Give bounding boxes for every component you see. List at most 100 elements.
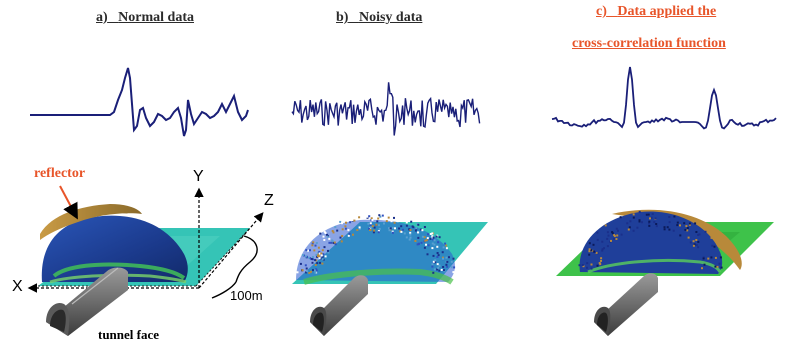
noise-speck	[431, 232, 434, 235]
noise-speck	[655, 223, 658, 225]
noise-speck	[321, 249, 324, 252]
noise-speck	[436, 263, 439, 266]
noise-speck	[368, 227, 371, 230]
noise-speck	[617, 229, 619, 232]
noise-speck	[305, 249, 308, 252]
noise-speck	[318, 252, 321, 255]
noise-speck	[710, 256, 713, 259]
noise-speck	[391, 231, 394, 234]
noise-speck	[684, 228, 687, 231]
noise-speck	[417, 231, 419, 234]
noise-speck	[711, 244, 714, 247]
noise-speck	[432, 260, 435, 263]
title-cross-correlation-line1: c) Data applied the	[596, 4, 716, 20]
noise-speck	[405, 224, 408, 227]
noise-speck	[318, 257, 321, 260]
noise-speck	[372, 231, 375, 234]
noise-speck	[414, 229, 417, 232]
noise-speck	[689, 241, 692, 244]
noise-speck	[443, 270, 446, 273]
waveform-noisy	[291, 82, 481, 136]
noise-speck	[673, 215, 676, 218]
noise-speck	[425, 239, 428, 242]
noise-speck	[586, 266, 588, 269]
reflector-surface-c	[612, 209, 742, 270]
noise-speck	[415, 227, 418, 230]
noise-speck	[408, 228, 411, 231]
noise-speck	[345, 221, 347, 224]
noise-speck	[414, 240, 417, 242]
noise-speck	[416, 222, 419, 225]
noise-speck	[432, 238, 434, 241]
noise-speck	[433, 268, 436, 271]
noise-speck	[649, 217, 651, 220]
noise-speck	[388, 229, 391, 232]
noise-speck	[409, 229, 412, 231]
noise-speck	[582, 265, 585, 268]
noise-speck	[611, 232, 614, 235]
noise-speck	[318, 255, 321, 258]
noise-speck	[676, 224, 679, 227]
noise-speck	[629, 220, 632, 223]
noise-speck	[317, 255, 319, 258]
noise-speck	[371, 225, 374, 228]
noise-speck	[319, 261, 321, 264]
noise-speck	[452, 271, 455, 274]
noise-speck	[304, 264, 307, 267]
noise-speck	[373, 229, 376, 232]
noise-speck	[388, 227, 391, 230]
noise-speck	[442, 266, 445, 268]
noise-speck	[663, 226, 666, 229]
noise-speck	[311, 244, 314, 247]
x-axis-label: X	[12, 278, 23, 295]
noise-speck	[311, 261, 314, 264]
noise-speck	[716, 265, 719, 268]
noise-speck	[651, 213, 654, 215]
noise-speck	[647, 213, 650, 216]
noise-speck	[606, 231, 609, 234]
noise-speck	[305, 271, 308, 274]
noise-speck	[358, 226, 361, 229]
noise-speck	[310, 270, 312, 273]
noise-speck	[431, 247, 434, 250]
noise-speck	[687, 236, 690, 239]
noise-speck	[318, 250, 321, 253]
noise-speck	[419, 228, 422, 231]
noise-speck	[376, 220, 379, 223]
noise-speck	[331, 230, 334, 232]
noise-speck	[369, 222, 372, 225]
noise-speck	[432, 254, 435, 257]
noise-speck	[435, 235, 438, 238]
title-normal-data: a) Normal data	[96, 10, 194, 26]
noise-speck	[334, 226, 337, 228]
noise-speck	[341, 222, 343, 225]
noise-speck	[433, 239, 436, 242]
tunnel-icon	[46, 267, 128, 336]
noise-speck	[713, 245, 716, 248]
noise-speck	[312, 256, 314, 259]
noise-speck	[347, 229, 350, 232]
noise-speck	[648, 220, 651, 223]
noise-speck	[425, 243, 427, 246]
noise-speck	[442, 246, 445, 249]
noise-speck	[417, 236, 420, 239]
noise-speck	[592, 243, 595, 246]
noise-speck	[308, 272, 311, 274]
noise-speck	[393, 216, 395, 219]
noise-speck	[344, 225, 347, 228]
noise-speck	[393, 221, 396, 224]
noise-speck	[421, 235, 424, 238]
title-a-text: Normal data	[118, 10, 194, 25]
noise-speck	[347, 234, 350, 237]
noise-speck	[401, 228, 404, 231]
noise-speck	[370, 217, 373, 220]
noise-speck	[714, 256, 717, 259]
noise-speck	[615, 238, 618, 240]
noise-speck	[348, 232, 351, 235]
noise-speck	[410, 220, 413, 223]
noise-speck	[438, 264, 441, 267]
noise-speck	[588, 248, 591, 251]
noise-speck	[316, 262, 319, 265]
noise-speck	[429, 237, 432, 240]
noise-speck	[710, 236, 713, 239]
